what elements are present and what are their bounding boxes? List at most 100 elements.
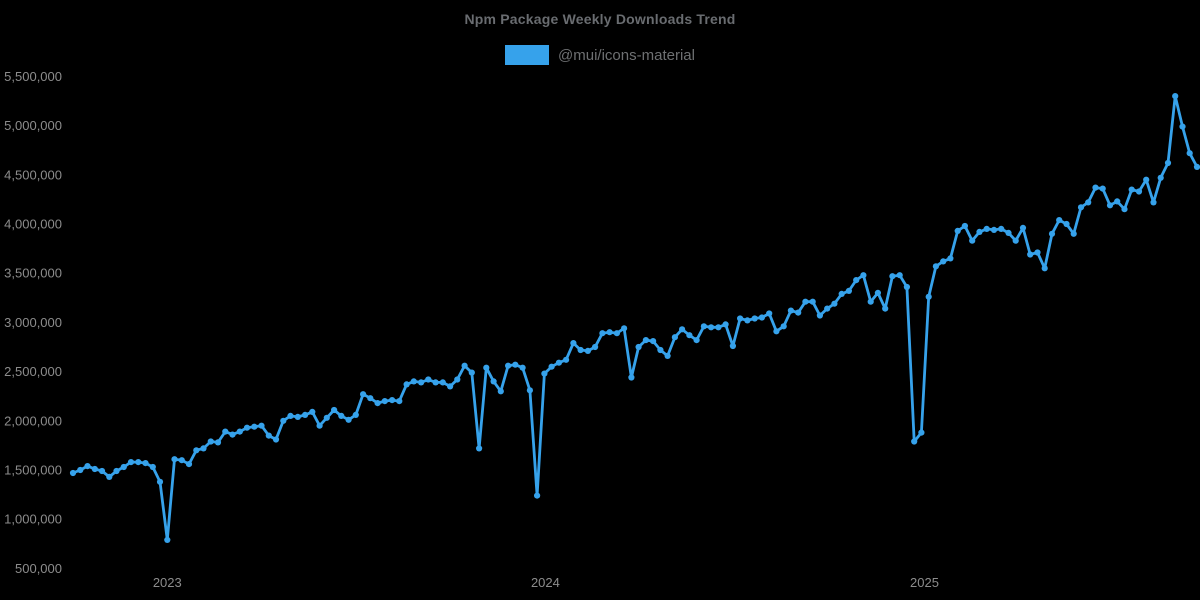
- data-point: [287, 412, 294, 419]
- data-point: [396, 398, 403, 405]
- data-point: [592, 343, 599, 351]
- data-point: [584, 347, 592, 354]
- data-point: [207, 438, 214, 445]
- data-point: [331, 406, 338, 414]
- data-point: [932, 263, 940, 270]
- data-point: [628, 374, 635, 381]
- data-point: [563, 356, 570, 363]
- data-point: [222, 428, 229, 435]
- y-axis-tick-label: 5,500,000: [4, 69, 62, 84]
- data-point: [309, 408, 316, 415]
- data-point: [570, 340, 577, 347]
- data-point: [447, 383, 454, 390]
- data-point: [294, 413, 301, 420]
- data-point: [838, 290, 845, 297]
- data-point: [729, 342, 737, 350]
- data-point: [142, 460, 149, 467]
- data-point: [345, 416, 352, 423]
- data-point: [69, 469, 77, 477]
- data-point: [1085, 199, 1092, 206]
- y-axis-tick-label: 4,500,000: [4, 167, 62, 182]
- y-axis-tick-label: 2,000,000: [4, 413, 62, 428]
- data-point: [352, 411, 359, 418]
- data-point: [599, 330, 606, 337]
- data-point: [156, 478, 164, 485]
- data-point: [809, 298, 816, 305]
- data-point: [737, 315, 744, 322]
- data-point: [77, 466, 84, 474]
- data-point: [795, 309, 802, 316]
- y-axis-tick-label: 4,000,000: [4, 217, 62, 232]
- data-point: [758, 314, 766, 321]
- data-point: [526, 387, 534, 394]
- legend: @mui/icons-material: [0, 45, 1200, 65]
- data-point: [947, 255, 954, 262]
- data-point: [577, 346, 584, 354]
- data-point: [998, 225, 1005, 232]
- data-point: [1063, 220, 1070, 228]
- data-point: [635, 343, 642, 351]
- y-axis-tick-label: 1,000,000: [4, 512, 62, 527]
- data-point: [185, 461, 193, 468]
- y-axis-tick-label: 5,000,000: [4, 118, 62, 133]
- data-point: [1128, 186, 1135, 193]
- data-point: [889, 273, 896, 280]
- data-point: [1012, 237, 1019, 244]
- data-point: [338, 412, 345, 419]
- data-point: [867, 298, 874, 305]
- data-point: [272, 436, 280, 443]
- data-point: [541, 370, 548, 377]
- data-point: [816, 312, 824, 319]
- data-point: [193, 447, 200, 454]
- data-point: [766, 310, 773, 317]
- data-point: [323, 414, 330, 421]
- x-axis-tick-label: 2025: [910, 575, 939, 590]
- data-point: [657, 346, 664, 354]
- y-axis-tick-label: 2,500,000: [4, 364, 62, 379]
- data-point: [1106, 202, 1114, 209]
- data-point: [468, 369, 475, 376]
- data-point: [258, 422, 265, 429]
- data-point: [650, 338, 657, 345]
- data-point: [425, 376, 432, 383]
- data-point: [251, 423, 258, 430]
- data-point: [439, 379, 446, 386]
- data-point: [1193, 163, 1200, 170]
- data-point: [773, 328, 780, 335]
- y-axis-tick-label: 500,000: [15, 561, 62, 576]
- data-point: [403, 381, 410, 388]
- data-point: [555, 359, 563, 366]
- data-point: [1121, 206, 1128, 213]
- data-point: [84, 463, 91, 470]
- data-point: [1164, 159, 1172, 167]
- data-point: [787, 307, 795, 314]
- legend-item[interactable]: @mui/icons-material: [505, 45, 695, 65]
- data-point: [715, 324, 722, 331]
- data-point: [91, 465, 98, 473]
- data-point: [1034, 249, 1041, 256]
- data-point: [497, 388, 504, 395]
- data-point: [280, 417, 287, 424]
- data-point: [744, 317, 751, 324]
- data-point: [983, 225, 990, 232]
- data-point: [831, 300, 838, 307]
- data-point: [1135, 188, 1143, 195]
- data-point: [360, 391, 367, 398]
- data-point: [178, 457, 185, 464]
- data-point: [874, 289, 882, 296]
- data-point: [113, 467, 120, 475]
- data-point: [903, 283, 911, 291]
- data-point: [1070, 230, 1077, 237]
- data-point: [961, 222, 969, 230]
- data-point: [1157, 174, 1164, 181]
- data-point: [1186, 150, 1193, 157]
- data-point: [1019, 224, 1027, 231]
- data-point: [432, 379, 439, 386]
- data-point: [845, 287, 853, 294]
- data-point: [606, 329, 613, 336]
- data-point: [664, 352, 671, 359]
- data-point: [940, 258, 947, 265]
- data-point: [1048, 230, 1056, 237]
- data-point: [679, 326, 686, 333]
